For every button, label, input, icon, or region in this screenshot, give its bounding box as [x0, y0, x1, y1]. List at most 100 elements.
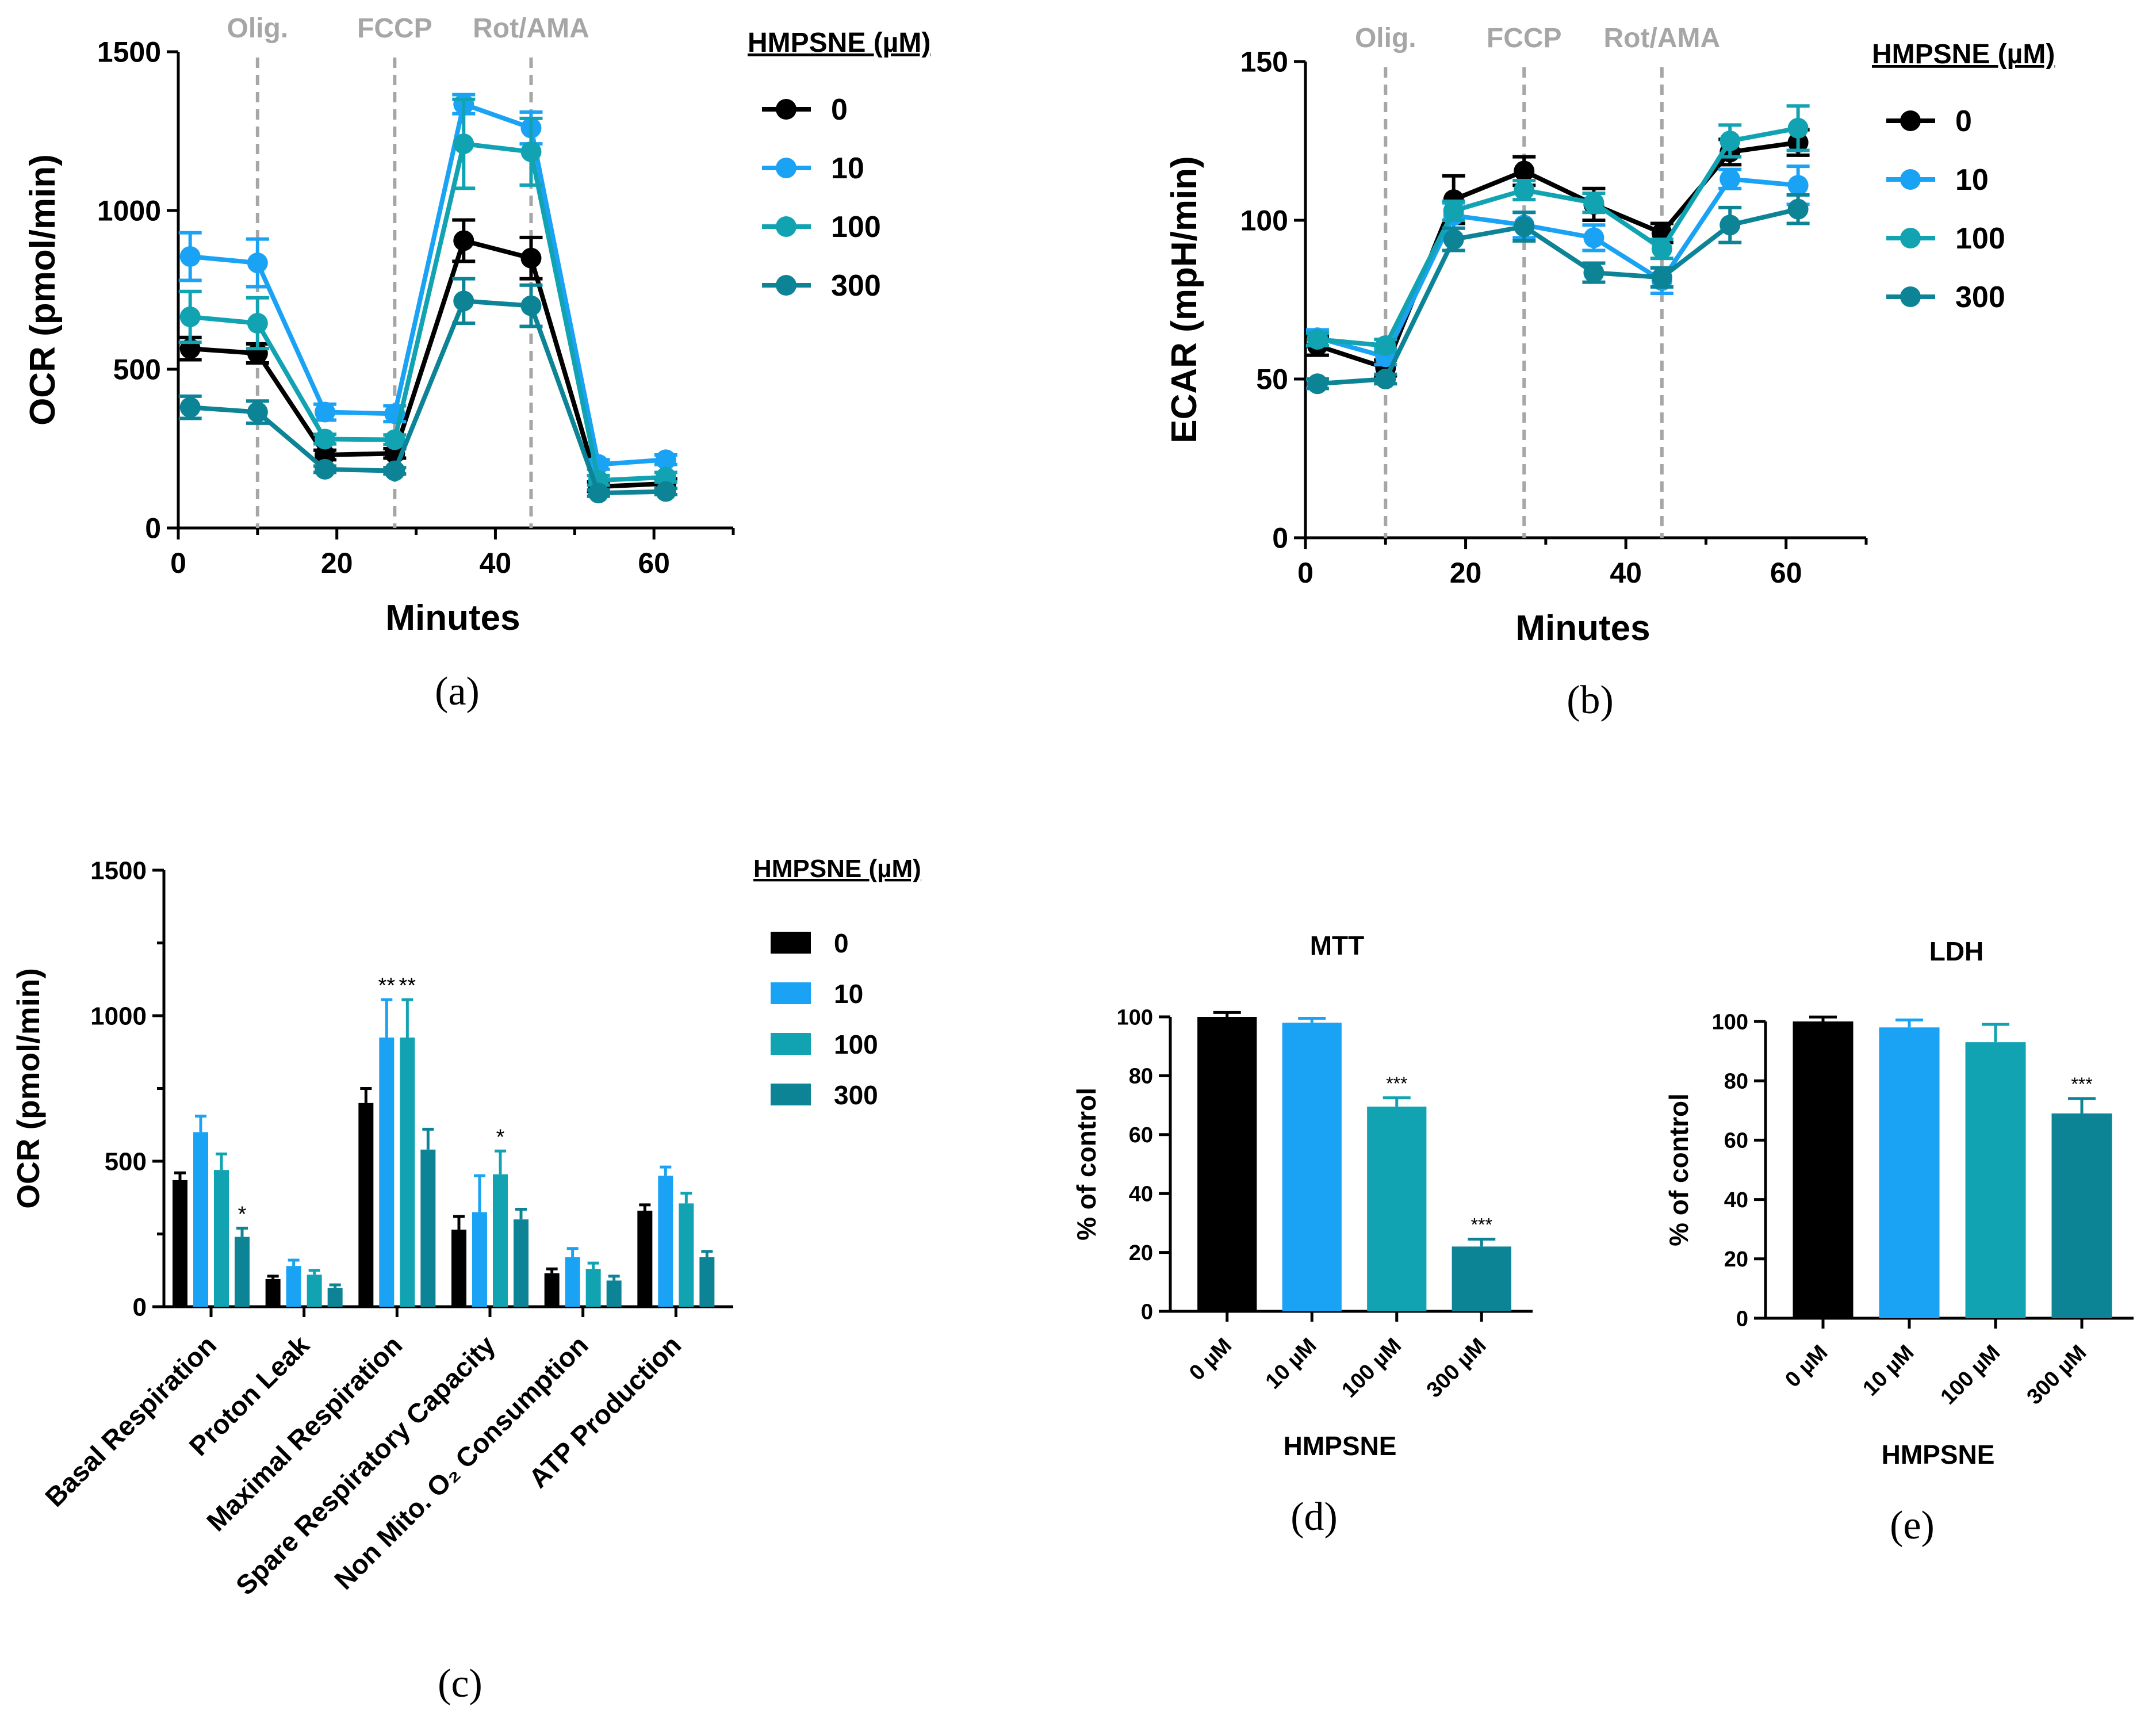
- data-point: [315, 401, 336, 423]
- x-tick-label: Basal Respiration: [39, 1330, 222, 1513]
- y-tick-label: 60: [1129, 1123, 1153, 1147]
- y-tick-label: 100: [1712, 1010, 1748, 1034]
- legend-marker: [1900, 169, 1921, 190]
- y-tick-label: 150: [1240, 46, 1288, 78]
- panel-label: (a): [435, 669, 480, 714]
- y-tick-label: 500: [105, 1147, 147, 1176]
- y-tick-label: 0: [1736, 1307, 1748, 1331]
- legend-label: 300: [834, 1080, 878, 1110]
- legend-label: 100: [834, 1030, 878, 1059]
- y-axis-title: ECAR (mpH/min): [1165, 156, 1204, 443]
- data-point: [1443, 200, 1464, 221]
- bar: [1197, 1017, 1257, 1311]
- category-group: [637, 1165, 715, 1307]
- bar: [514, 1219, 529, 1307]
- category-group: [265, 1258, 343, 1307]
- x-tick-label: 100 µM: [1337, 1334, 1406, 1403]
- y-tick-label: 80: [1129, 1065, 1153, 1089]
- y-tick-label: 60: [1724, 1129, 1748, 1153]
- legend-marker: [776, 158, 796, 178]
- chart-title: MTT: [1310, 931, 1365, 960]
- panel-label: (b): [1567, 678, 1614, 722]
- data-point: [453, 230, 474, 251]
- significance-marker: ***: [2071, 1074, 2092, 1094]
- bar: [637, 1211, 653, 1307]
- x-tick-label: 100 µM: [1936, 1341, 2005, 1410]
- data-point: [1514, 160, 1535, 182]
- y-tick-label: 1500: [97, 36, 161, 68]
- series-line: [1316, 177, 1798, 360]
- legend-marker: [776, 216, 796, 237]
- x-tick-label: 0 µM: [1185, 1334, 1236, 1386]
- data-point: [179, 246, 201, 267]
- y-tick-label: 500: [113, 354, 161, 386]
- y-tick-label: 1000: [97, 195, 161, 227]
- panel-e-ldh-bar-chart: 0 20 40 60 80 100 0 µM 10 µM 100 µM *** 300 µM LDH H…: [1664, 936, 2134, 1548]
- bar: [327, 1288, 343, 1307]
- x-tick-label: 10 µM: [1261, 1334, 1322, 1394]
- bar: [379, 1037, 395, 1307]
- data-point: [655, 481, 676, 502]
- x-tick-label: 40: [480, 547, 512, 579]
- y-tick-label: 0: [145, 512, 161, 545]
- y-tick-label: 20: [1129, 1241, 1153, 1265]
- significance-marker: **: [399, 974, 416, 998]
- x-tick-label: 40: [1610, 557, 1642, 589]
- y-tick-label: 100: [1240, 205, 1288, 237]
- category-group: ** **: [358, 974, 436, 1307]
- data-point: [1720, 169, 1741, 190]
- data-point: [1720, 131, 1741, 151]
- bar: [1367, 1107, 1427, 1311]
- series-line: [1317, 206, 1799, 386]
- data-point: [1307, 373, 1328, 395]
- bar: [214, 1170, 229, 1307]
- x-axis-title: HMPSNE: [1284, 1431, 1397, 1461]
- legend-swatch: [771, 1084, 811, 1105]
- legend-title: HMPSNE (µM): [748, 28, 930, 58]
- y-tick-label: 20: [1724, 1247, 1748, 1272]
- data-point: [520, 141, 542, 162]
- series-300: [1305, 193, 1810, 395]
- data-point: [1787, 175, 1809, 196]
- bar: [585, 1269, 601, 1307]
- panel-d-mtt-bar-chart: 0 20 40 60 80 100 0 µM 10 µM *** 100 µM *** 300 µM M…: [1071, 931, 1533, 1539]
- x-axis-title: HMPSNE: [1882, 1440, 1995, 1469]
- data-point: [179, 397, 201, 418]
- bar: [307, 1275, 322, 1307]
- category-group: *: [173, 1115, 250, 1307]
- data-point: [247, 252, 268, 274]
- data-point: [655, 449, 676, 470]
- legend-label: 10: [1955, 163, 1989, 197]
- data-point: [520, 295, 542, 316]
- injection-event-label: Rot/AMA: [473, 13, 589, 44]
- y-tick-label: 40: [1129, 1182, 1153, 1207]
- legend-label: 0: [831, 93, 848, 127]
- data-point: [384, 460, 405, 481]
- legend-marker: [776, 275, 796, 296]
- legend-marker: [1900, 286, 1921, 307]
- data-point: [1651, 238, 1672, 259]
- legend-title: HMPSNE (µM): [753, 855, 921, 883]
- x-tick-label: 60: [638, 547, 670, 579]
- legend-label: 10: [834, 979, 863, 1009]
- data-point: [1720, 215, 1741, 236]
- data-point: [1443, 229, 1464, 250]
- y-axis-title: OCR (pmol/min): [10, 968, 46, 1209]
- data-point: [1514, 179, 1535, 201]
- y-tick-label: 80: [1724, 1070, 1748, 1094]
- series-100: [1305, 104, 1810, 357]
- y-axis-title: % of control: [1071, 1088, 1101, 1241]
- y-axis-title: OCR (pmol/min): [23, 154, 63, 426]
- data-point: [247, 312, 268, 334]
- bar: [286, 1266, 301, 1307]
- data-point: [1583, 192, 1604, 213]
- injection-event-label: FCCP: [1487, 23, 1562, 53]
- panel-label: (d): [1290, 1495, 1338, 1539]
- y-tick-label: 100: [1117, 1005, 1153, 1030]
- data-point: [1514, 216, 1535, 238]
- bar: [606, 1280, 622, 1307]
- legend-label: 100: [1955, 222, 2005, 255]
